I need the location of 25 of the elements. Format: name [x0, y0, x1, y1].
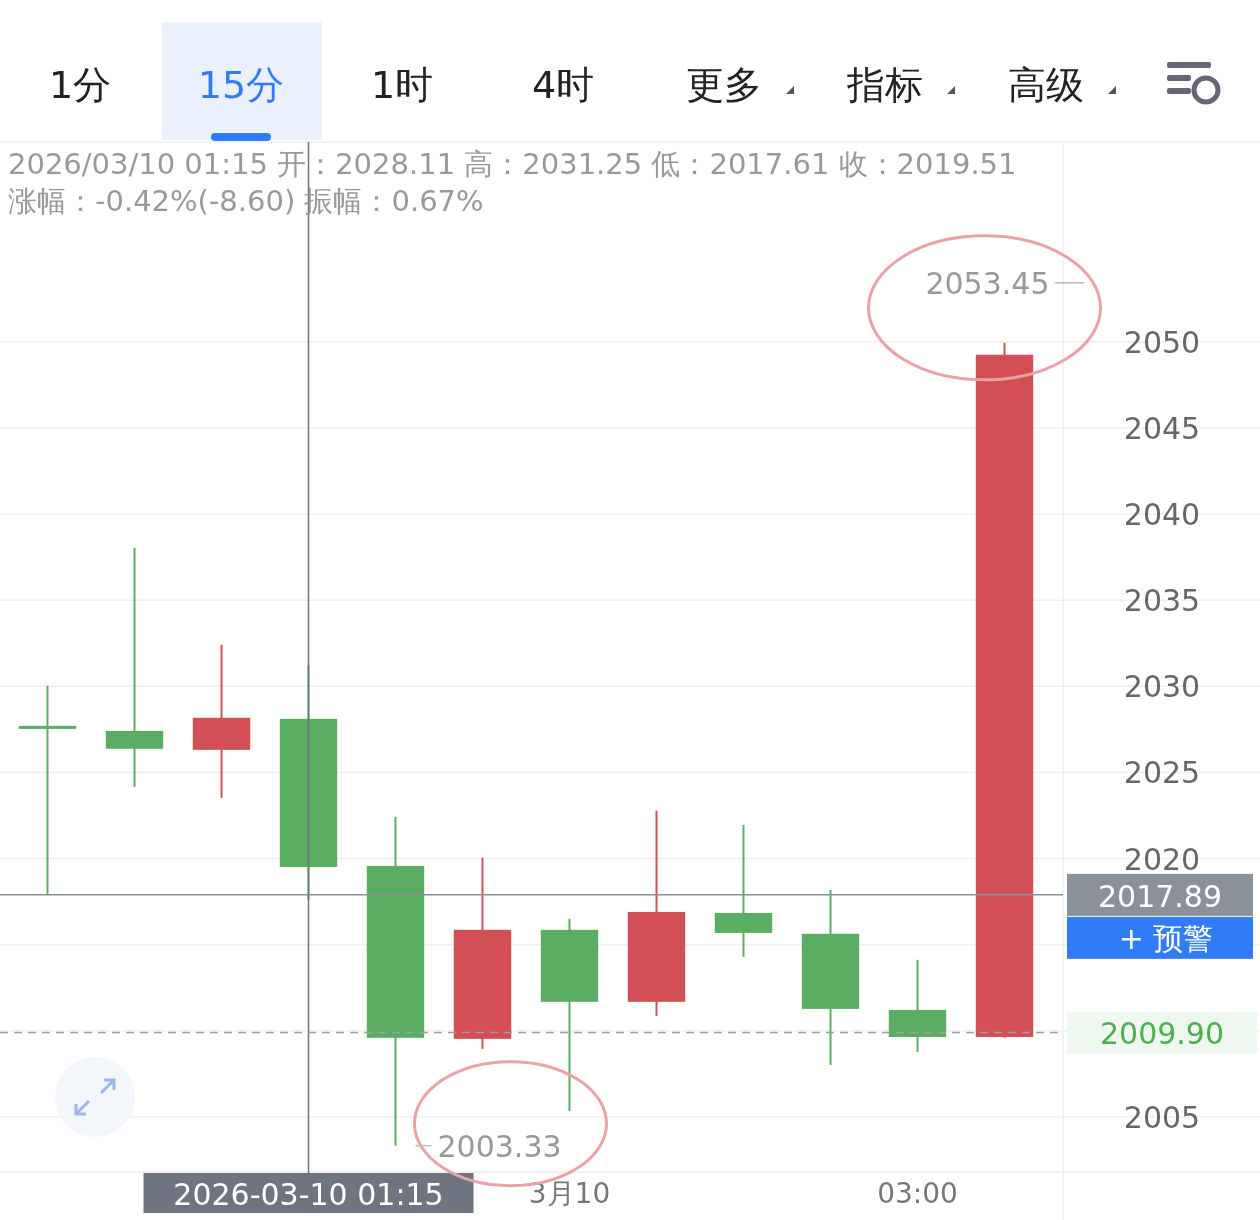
y-tick-label: 2020 [1123, 841, 1201, 877]
text: 1分 [48, 63, 112, 107]
y-tick-label: 2035 [1123, 583, 1201, 619]
y-tick-label: 2005 [1123, 1099, 1201, 1135]
text: 指标 [846, 63, 923, 107]
candlestick [18, 684, 77, 896]
candlestick [105, 546, 164, 788]
text: 高级 [1008, 63, 1084, 107]
y-tick-label: 2030 [1123, 669, 1201, 705]
text: 更多 [686, 63, 762, 107]
text: 15分 [197, 63, 285, 107]
x-tick-label: 2026-03-10 01:15 [173, 1177, 444, 1212]
y-tick-label: 2045 [1123, 410, 1201, 446]
text: 4时 [531, 63, 595, 107]
chart-title: 2026/03/10 01:15 开：2028.11 高：2031.25 低：2017.61 收：2019.51 [8, 147, 1017, 181]
x-tick-label: 03:00 [877, 1177, 958, 1210]
ref-line-label: 2017.89 [1097, 878, 1223, 914]
ref-line-label: 2009.90 [1099, 1016, 1225, 1052]
y-tick-label: 2050 [1123, 324, 1201, 360]
annotation: 2053.45 [925, 265, 1050, 301]
text: + 预警 [1118, 920, 1214, 956]
annotation: 2003.33 [437, 1128, 562, 1164]
text: 1时 [370, 63, 434, 107]
y-tick-label: 2040 [1123, 497, 1201, 533]
y-tick-label: 2025 [1123, 755, 1201, 791]
